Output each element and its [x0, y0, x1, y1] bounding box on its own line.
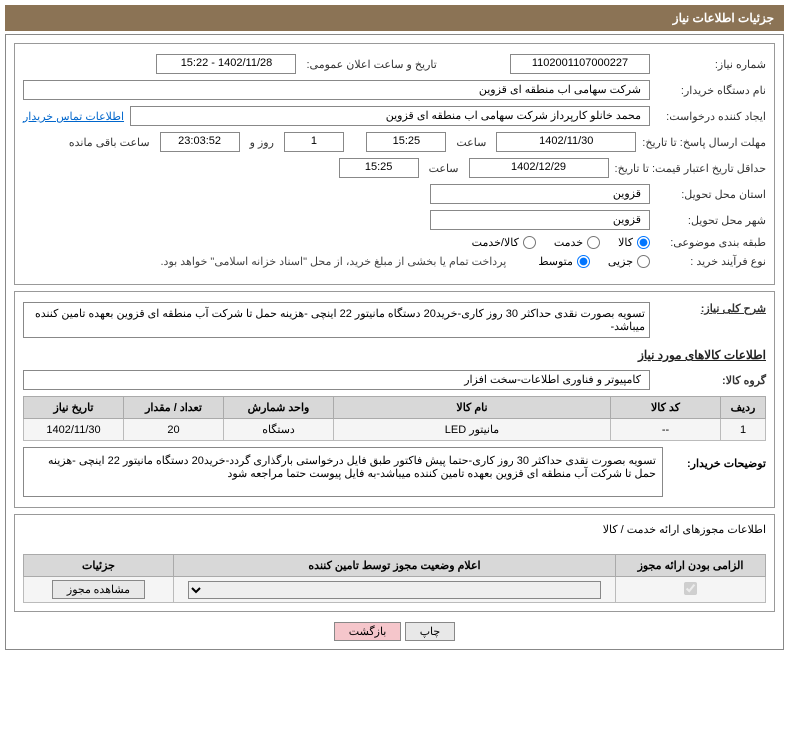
validity-label: حداقل تاریخ اعتبار قیمت: تا تاریخ:: [615, 162, 766, 175]
mandatory-checkbox: [684, 582, 697, 595]
th-unit: واحد شمارش: [224, 397, 334, 419]
lic-th-mandatory: الزامی بودن ارائه مجوز: [616, 555, 766, 577]
summary-section: شرح کلی نیاز: تسویه بصورت نقدی حداکثر 30…: [14, 291, 775, 508]
days-and-label: روز و: [250, 136, 274, 149]
back-button[interactable]: بازگشت: [334, 622, 402, 641]
view-license-button[interactable]: مشاهده مجوز: [52, 580, 145, 599]
goods-table: ردیف کد کالا نام کالا واحد شمارش تعداد /…: [23, 396, 766, 441]
th-date: تاریخ نیاز: [24, 397, 124, 419]
cell-qty: 20: [124, 419, 224, 441]
general-info-section: شماره نیاز: 1102001107000227 تاریخ و ساع…: [14, 43, 775, 285]
cat-radio-both[interactable]: کالا/خدمت: [472, 236, 536, 249]
requester-value: محمد خانلو کارپرداز شرکت سهامی اب منطقه …: [130, 106, 650, 126]
buyer-desc-label: توضیحات خریدار:: [671, 447, 766, 470]
th-name: نام کالا: [334, 397, 611, 419]
main-container: AriaTender شماره نیاز: 1102001107000227 …: [5, 34, 784, 650]
cat-radio-both-input[interactable]: [523, 236, 536, 249]
city-value: قزوین: [430, 210, 650, 230]
summary-label: شرح کلی نیاز:: [656, 302, 766, 315]
province-label: استان محل تحویل:: [656, 188, 766, 201]
deadline-date: 1402/11/30: [496, 132, 636, 152]
cell-date: 1402/11/30: [24, 419, 124, 441]
goods-info-title: اطلاعات کالاهای مورد نیاز: [23, 348, 766, 362]
announce-value: 1402/11/28 - 15:22: [156, 54, 296, 74]
city-label: شهر محل تحویل:: [656, 214, 766, 227]
announce-label: تاریخ و ساعت اعلان عمومی:: [306, 58, 436, 71]
buyer-org-value: شرکت سهامی اب منطقه ای قزوین: [23, 80, 650, 100]
cell-row: 1: [721, 419, 766, 441]
print-button[interactable]: چاپ: [405, 622, 456, 641]
button-row: چاپ بازگشت: [14, 622, 775, 641]
cell-code: --: [611, 419, 721, 441]
th-qty: تعداد / مقدار: [124, 397, 224, 419]
lic-cell-mandatory: [616, 577, 766, 603]
cat-radio-goods-input[interactable]: [637, 236, 650, 249]
contact-link[interactable]: اطلاعات تماس خریدار: [23, 110, 124, 123]
lic-cell-details: مشاهده مجوز: [24, 577, 174, 603]
lic-cell-status: [174, 577, 616, 603]
th-code: کد کالا: [611, 397, 721, 419]
countdown: 23:03:52: [160, 132, 240, 152]
buyer-desc-text: تسویه بصورت نقدی حداکثر 30 روز کاری-حتما…: [23, 447, 663, 497]
cell-unit: دستگاه: [224, 419, 334, 441]
cat-radio-service[interactable]: خدمت: [554, 236, 600, 249]
status-select[interactable]: [188, 581, 601, 599]
lic-th-status: اعلام وضعیت مجوز توسط تامین کننده: [174, 555, 616, 577]
need-no-label: شماره نیاز:: [656, 58, 766, 71]
page-header: جزئیات اطلاعات نیاز: [5, 5, 784, 31]
deadline-hour: 15:25: [366, 132, 446, 152]
hour-label-1: ساعت: [456, 136, 486, 149]
table-row: 1 -- مانیتور LED دستگاه 20 1402/11/30: [24, 419, 766, 441]
province-value: قزوین: [430, 184, 650, 204]
license-row: مشاهده مجوز: [24, 577, 766, 603]
license-section: اطلاعات مجوزهای ارائه خدمت / کالا الزامی…: [14, 514, 775, 612]
days-count: 1: [284, 132, 344, 152]
remaining-label: ساعت باقی مانده: [69, 136, 150, 149]
validity-hour: 15:25: [339, 158, 419, 178]
proc-radio-medium[interactable]: متوسط: [538, 255, 590, 268]
cat-radio-service-input[interactable]: [587, 236, 600, 249]
lic-th-details: جزئیات: [24, 555, 174, 577]
cell-name: مانیتور LED: [334, 419, 611, 441]
summary-text: تسویه بصورت نقدی حداکثر 30 روز کاری-خرید…: [23, 302, 650, 338]
process-note: پرداخت تمام یا بخشی از مبلغ خرید، از محل…: [161, 255, 507, 268]
th-row: ردیف: [721, 397, 766, 419]
need-no-value: 1102001107000227: [510, 54, 650, 74]
proc-radio-minor-input[interactable]: [637, 255, 650, 268]
goods-group-value: کامپیوتر و فناوری اطلاعات-سخت افزار: [23, 370, 650, 390]
buyer-org-label: نام دستگاه خریدار:: [656, 84, 766, 97]
deadline-label: مهلت ارسال پاسخ: تا تاریخ:: [642, 136, 766, 149]
category-radio-group: کالا خدمت کالا/خدمت: [472, 236, 650, 249]
proc-radio-minor[interactable]: جزیی: [608, 255, 650, 268]
proc-radio-medium-input[interactable]: [577, 255, 590, 268]
page-title: جزئیات اطلاعات نیاز: [673, 11, 774, 25]
validity-date: 1402/12/29: [469, 158, 609, 178]
process-radio-group: جزیی متوسط: [538, 255, 650, 268]
category-label: طبقه بندی موضوعی:: [656, 236, 766, 249]
goods-group-label: گروه کالا:: [656, 374, 766, 387]
hour-label-2: ساعت: [429, 162, 459, 175]
process-label: نوع فرآیند خرید :: [656, 255, 766, 268]
requester-label: ایجاد کننده درخواست:: [656, 110, 766, 123]
license-title: اطلاعات مجوزهای ارائه خدمت / کالا: [23, 523, 766, 536]
license-table: الزامی بودن ارائه مجوز اعلام وضعیت مجوز …: [23, 554, 766, 603]
cat-radio-goods[interactable]: کالا: [618, 236, 650, 249]
